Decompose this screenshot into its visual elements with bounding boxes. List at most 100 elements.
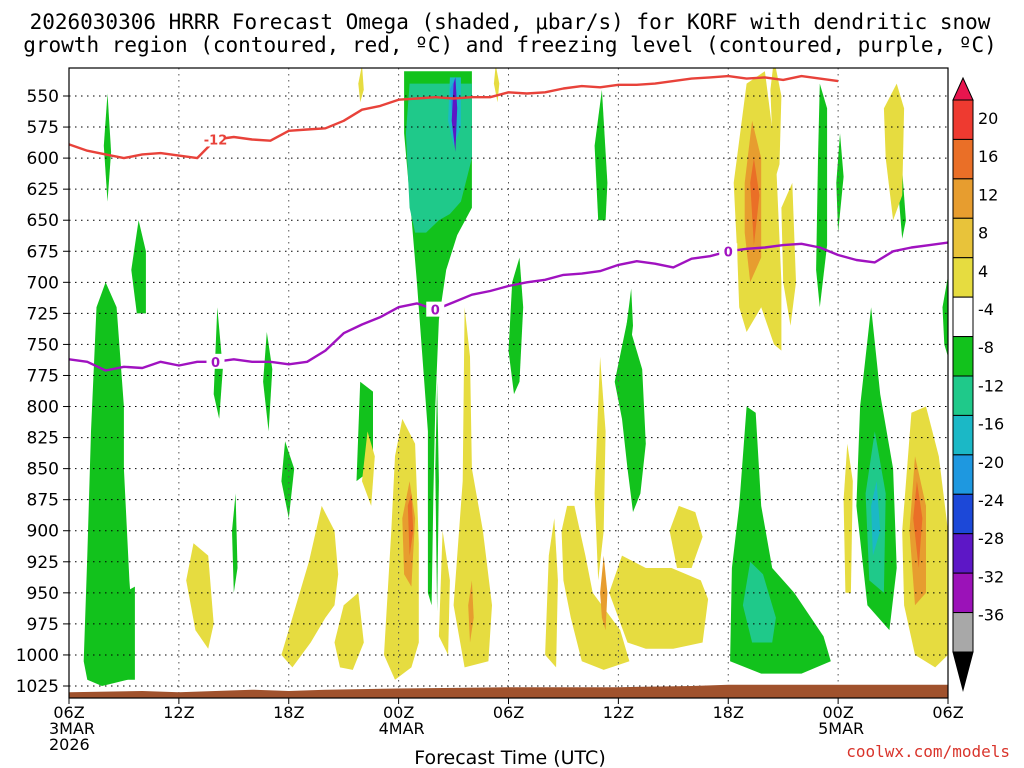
omega-region-green-00Z-a bbox=[816, 83, 828, 308]
colorbar-label-3: 8 bbox=[978, 224, 988, 243]
colorbar-label-0: 20 bbox=[978, 109, 998, 128]
omega-region-green-00Z-b bbox=[836, 133, 844, 233]
y-tick-label-875: 875 bbox=[27, 491, 59, 511]
omega-region-yellow-18Z-a bbox=[281, 505, 339, 668]
x-tick-label-18: 00Z bbox=[383, 703, 414, 722]
y-tick-label-775: 775 bbox=[27, 366, 59, 386]
omega-region-green-left-column-inner bbox=[123, 586, 135, 680]
y-tick-label-600: 600 bbox=[27, 149, 59, 169]
omega-region-yellow-22Z bbox=[362, 431, 375, 506]
grid-lines bbox=[69, 68, 948, 698]
y-tick-label-575: 575 bbox=[27, 118, 59, 138]
y-tick-label-925: 925 bbox=[27, 553, 59, 573]
omega-region-green-right-edge bbox=[942, 276, 948, 357]
omega-region-green-06Z bbox=[508, 257, 524, 395]
omega-region-yellow-right-top bbox=[883, 83, 905, 221]
y-tick-label-850: 850 bbox=[27, 460, 59, 480]
y-tick-label-825: 825 bbox=[27, 429, 59, 449]
omega-region-red-05Z bbox=[913, 481, 923, 568]
colorbar-box-10 bbox=[952, 493, 974, 535]
colorbar-box-5 bbox=[952, 296, 974, 338]
colorbar-label-11: -28 bbox=[978, 529, 1004, 548]
y-tick-label-625: 625 bbox=[27, 180, 59, 200]
chart-title-line-2: growth region (contoured, red, ºC) and f… bbox=[23, 33, 997, 57]
colorbar-box-9 bbox=[952, 454, 974, 495]
omega-region-teal-21Z bbox=[742, 561, 776, 643]
y-tick-label-900: 900 bbox=[27, 522, 59, 542]
y-tick-label-675: 675 bbox=[27, 242, 59, 262]
x-tick-label-30: 12Z bbox=[603, 703, 634, 722]
colorbar-label-4: 4 bbox=[978, 262, 988, 281]
x-year-label-0: 2026 bbox=[49, 735, 90, 754]
omega-region-green-12Z-a bbox=[594, 89, 608, 221]
y-tick-label-700: 700 bbox=[27, 273, 59, 293]
y-tick-label-1025: 1025 bbox=[16, 677, 59, 697]
y-tick-label-950: 950 bbox=[27, 584, 59, 604]
omega-region-green-12Z-c bbox=[625, 288, 633, 357]
omega-region-yellow-9Z bbox=[186, 543, 214, 649]
y-tick-label-650: 650 bbox=[27, 211, 59, 231]
x-tick-label-36: 18Z bbox=[713, 703, 744, 722]
colorbar-label-13: -36 bbox=[978, 606, 1004, 625]
omega-region-orange-03Z bbox=[468, 580, 474, 643]
freezing-level-label-bg-2 bbox=[719, 243, 738, 259]
y-tick-label-800: 800 bbox=[27, 398, 59, 418]
colorbar-top-arrow bbox=[952, 76, 974, 101]
dendritic-minus12-line bbox=[69, 74, 839, 160]
colorbar-label-8: -16 bbox=[978, 415, 1004, 434]
ground-terrain bbox=[69, 684, 948, 698]
chart-title-line-1: 2026030306 HRRR Forecast Omega (shaded, … bbox=[30, 10, 991, 34]
colorbar-bottom-arrow bbox=[952, 651, 974, 692]
omega-region-yellow-03Z bbox=[453, 307, 492, 668]
x-tick-label-12: 18Z bbox=[273, 703, 304, 722]
x-date-label-18: 4MAR bbox=[379, 719, 425, 738]
colorbar-box-6 bbox=[952, 336, 974, 377]
x-tick-label-24: 06Z bbox=[493, 703, 524, 722]
omega-region-green-narrow-600 bbox=[103, 93, 112, 202]
y-tick-label-1000: 1000 bbox=[16, 646, 59, 666]
x-tick-label-0: 06Z bbox=[53, 703, 84, 722]
colorbar-box-7 bbox=[952, 375, 974, 416]
omega-region-yellow-top-2 bbox=[493, 68, 500, 103]
y-tick-label-725: 725 bbox=[27, 304, 59, 324]
terrain-band bbox=[69, 684, 948, 698]
colorbar-box-8 bbox=[952, 414, 974, 456]
freezing-level-label-2: 0 bbox=[724, 245, 733, 260]
omega-region-yellow-10Z bbox=[561, 505, 630, 670]
colorbar-label-1: 16 bbox=[978, 147, 998, 166]
y-tick-label-975: 975 bbox=[27, 615, 59, 635]
omega-region-yellow-21Z-right bbox=[781, 182, 796, 326]
omega-region-yellow-14Z-b bbox=[669, 505, 703, 568]
colorbar-label-10: -24 bbox=[978, 491, 1004, 510]
omega-region-green-12Z-b bbox=[614, 319, 646, 513]
colorbar-label-12: -32 bbox=[978, 567, 1004, 586]
colorbar-label-9: -20 bbox=[978, 453, 1004, 472]
x-date-label-0: 3MAR bbox=[49, 719, 95, 738]
omega-region-yellow-21Z-b bbox=[334, 592, 364, 670]
colorbar-box-1 bbox=[952, 138, 974, 180]
omega-region-red-23Z bbox=[407, 493, 414, 556]
omega-shading bbox=[83, 68, 948, 686]
colorbar-box-3 bbox=[952, 217, 974, 259]
colorbar-box-0 bbox=[952, 99, 974, 140]
omega-region-red-21Z bbox=[750, 158, 760, 246]
x-date-label-42: 5MAR bbox=[818, 719, 864, 738]
dendritic-minus12-label-0: -12 bbox=[204, 133, 228, 148]
colorbar-label-7: -12 bbox=[978, 376, 1004, 395]
omega-region-yellow-08Z bbox=[545, 518, 558, 668]
omega-region-yellow-top-1 bbox=[358, 68, 364, 103]
omega-region-yellow-23Z bbox=[384, 418, 419, 680]
colorbar-label-5: -4 bbox=[978, 300, 994, 319]
omega-region-green-inner-narrow bbox=[435, 381, 439, 612]
omega-region-green-left-column bbox=[83, 282, 135, 686]
freezing-level-label-bg-1 bbox=[426, 301, 445, 317]
freezing-level-label-0: 0 bbox=[211, 356, 220, 371]
omega-region-yellow-01Z bbox=[843, 443, 853, 593]
colorbar-box-13 bbox=[952, 612, 974, 653]
colorbar-label-6: -8 bbox=[978, 338, 994, 357]
colorbar-box-12 bbox=[952, 572, 974, 614]
credit-text: coolwx.com/models bbox=[846, 742, 1010, 761]
x-tick-label-48: 06Z bbox=[932, 703, 963, 722]
